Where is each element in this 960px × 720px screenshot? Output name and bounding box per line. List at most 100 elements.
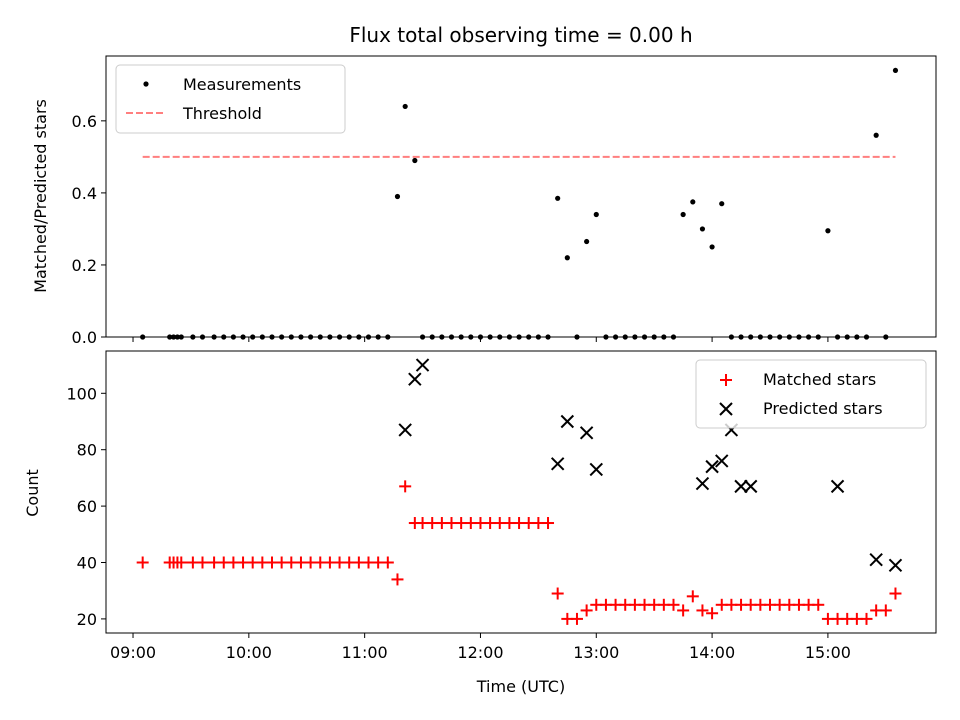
- matched-stars-point: [542, 517, 555, 530]
- measurement-point: [385, 334, 391, 340]
- matched-stars-point: [696, 604, 709, 617]
- measurement-point: [863, 334, 870, 340]
- measurement-point: [375, 334, 381, 340]
- predicted-stars-point: [869, 552, 883, 567]
- matched-stars-point: [879, 604, 892, 617]
- matched-stars-point: [570, 612, 583, 625]
- y-tick-label: 40: [77, 554, 97, 573]
- measurement-point: [748, 334, 754, 340]
- x-axis-label: Time (UTC): [476, 677, 565, 696]
- measurement-point: [564, 255, 570, 261]
- measurement-point: [603, 334, 609, 340]
- measurement-point: [555, 195, 561, 201]
- measurement-point: [448, 334, 455, 340]
- measurement-point: [670, 334, 677, 340]
- measurement-point: [298, 334, 304, 340]
- measurement-point: [661, 334, 667, 340]
- predicted-stars-point: [705, 459, 719, 474]
- measurement-point: [873, 132, 879, 138]
- measurement-point: [230, 334, 236, 340]
- measurement-point: [632, 334, 638, 340]
- measurement-point: [170, 334, 177, 340]
- measurement-point: [757, 334, 763, 340]
- measurement-point: [199, 334, 206, 340]
- measurement-point: [728, 334, 734, 340]
- matched-stars-point: [136, 556, 149, 569]
- legend-measurements-marker: [143, 81, 149, 87]
- measurement-point: [317, 334, 323, 340]
- measurement-point: [506, 334, 513, 340]
- top-panel: Flux total observing time = 0.00 h 0.00.…: [31, 23, 937, 347]
- matched-stars-point: [580, 604, 593, 617]
- measurement-point: [487, 334, 493, 340]
- measurement-point: [535, 334, 541, 340]
- matched-stars-point: [889, 587, 902, 600]
- y-tick-label: 0.2: [72, 256, 97, 275]
- x-tick-label: 09:00: [110, 643, 156, 662]
- legend-predicted-marker: [719, 402, 733, 416]
- measurement-point: [221, 334, 227, 340]
- measurement-point: [458, 334, 464, 340]
- bottom-y-axis-label: Count: [23, 469, 42, 517]
- predicted-stars-point: [734, 479, 748, 494]
- measurement-point: [796, 334, 802, 340]
- measurement-point: [308, 334, 314, 340]
- predicted-stars-point: [743, 479, 758, 494]
- matched-stars-point: [175, 556, 188, 569]
- measurement-point: [786, 334, 792, 340]
- y-tick-label: 20: [77, 610, 97, 629]
- measurement-point: [250, 334, 256, 340]
- measurement-point: [680, 211, 686, 218]
- measurement-point: [545, 334, 551, 340]
- measurement-point: [394, 193, 401, 200]
- measurement-point: [690, 199, 696, 205]
- measurement-point: [854, 334, 860, 340]
- predicted-stars-point: [550, 457, 565, 471]
- bottom-axis-ticks: 09:00 10:00 11:00 12:00 13:00 14:00 15:00 20 40 6…: [66, 384, 851, 662]
- top-axis-ticks: 0.0 0.2 0.4 0.6: [72, 112, 829, 347]
- matched-stars-point: [399, 480, 412, 493]
- measurement-point: [815, 334, 821, 340]
- measurement-point: [593, 211, 599, 218]
- x-tick-label: 14:00: [689, 643, 735, 662]
- chart-title: Flux total observing time = 0.00 h: [349, 23, 692, 47]
- predicted-stars-point: [830, 479, 845, 494]
- legend-measurements-label: Measurements: [183, 75, 301, 94]
- top-legend-box: [115, 64, 346, 134]
- measurement-point: [806, 334, 812, 340]
- measurement-point: [211, 334, 217, 340]
- predicted-stars-point: [695, 476, 710, 491]
- measurement-point: [269, 334, 275, 340]
- x-tick-label: 13:00: [573, 643, 619, 662]
- measurement-point: [526, 334, 532, 340]
- legend-matched-label: Matched stars: [763, 370, 876, 389]
- predicted-stars-point: [715, 454, 729, 468]
- predicted-stars-point: [888, 558, 903, 573]
- measurement-point: [834, 334, 841, 340]
- matched-stars-point: [381, 556, 394, 569]
- measurement-point: [709, 244, 715, 250]
- predicted-stars-point: [415, 358, 430, 372]
- matched-stars-point: [860, 612, 873, 625]
- measurement-point: [356, 334, 362, 340]
- measurement-point: [719, 201, 725, 207]
- matched-stars-point: [686, 590, 699, 603]
- matched-stars-point: [706, 607, 719, 620]
- measurement-point: [641, 334, 648, 340]
- measurement-point: [429, 334, 435, 340]
- measurement-point: [777, 334, 783, 340]
- measurement-point: [738, 334, 744, 340]
- measurement-point: [174, 334, 181, 340]
- matched-stars-point: [812, 598, 825, 611]
- measurement-point: [584, 238, 590, 245]
- bottom-panel: 09:00 10:00 11:00 12:00 13:00 14:00 15:00 20 40 6…: [23, 350, 937, 696]
- measurement-point: [699, 226, 706, 232]
- measurement-point: [288, 334, 294, 340]
- measurement-point: [497, 334, 503, 340]
- measurement-point: [178, 334, 184, 340]
- bottom-data-marks: [136, 358, 903, 625]
- matched-stars-point: [196, 556, 209, 569]
- measurement-point: [240, 334, 246, 340]
- measurement-point: [574, 334, 580, 340]
